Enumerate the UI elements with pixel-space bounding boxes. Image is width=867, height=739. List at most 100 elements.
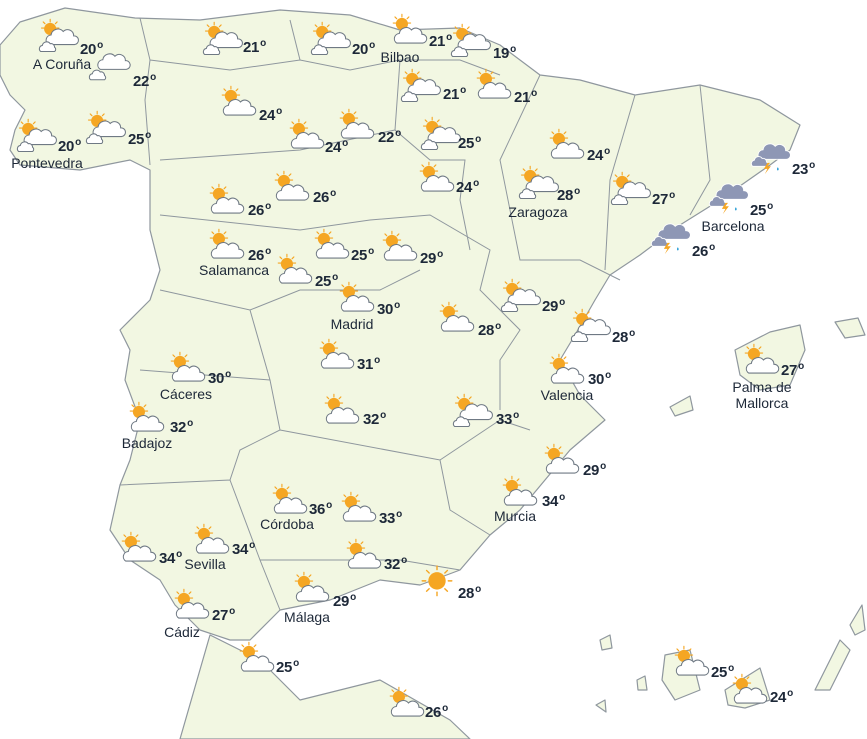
temperature-value: 30 [208,370,225,387]
city-label: Badajoz [121,435,173,451]
temperature-value: 20 [58,138,75,155]
temperature: 26o [692,242,715,260]
temperature-value: 33 [496,411,513,428]
temperature: 24o [456,178,479,196]
degree-symbol: o [225,369,231,380]
sun-cloud-icon [549,353,585,384]
temperature-value: 25 [315,273,332,290]
degree-symbol: o [629,328,635,339]
temperature-value: 28 [478,322,495,339]
city-label: Córdoba [260,516,314,532]
degree-symbol: o [342,138,348,149]
temperature-value: 24 [259,107,276,124]
degree-symbol: o [330,188,336,199]
temperature-value: 34 [159,550,176,567]
sun-cloud-icon [392,13,428,44]
temperature-value: 32 [363,411,380,428]
temperature-value: 32 [384,556,401,573]
sun-clouds-icon [202,21,243,56]
temperature: 25o [351,246,374,264]
temperature-value: 30 [377,301,394,318]
temperature: 21o [443,85,466,103]
temperature: 25o [128,130,151,148]
temperature: 20o [352,40,375,58]
city-label: Barcelona [701,218,765,234]
temperature: 24o [587,146,610,164]
sun-clouds-icon [310,21,351,56]
temperature-value: 29 [333,593,350,610]
sun-cloud-icon [174,588,210,619]
temperature-value: 21 [443,86,460,103]
sun-clouds-icon [420,116,461,151]
sun-cloud-icon [439,301,475,332]
degree-symbol: o [368,246,374,257]
storm-icon [708,183,749,215]
temperature: 24o [770,688,793,706]
degree-symbol: o [513,410,519,421]
sun-cloud-icon [289,118,325,149]
temperature-value: 27 [652,191,669,208]
city-label: Murcia [493,508,537,524]
temperature: 26o [248,201,271,219]
city-label: Zaragoza [508,204,568,220]
degree-symbol: o [787,688,793,699]
temperature: 25o [315,272,338,290]
sun-clouds-icon [452,393,493,428]
degree-symbol: o [604,146,610,157]
sun-cloud-icon [339,108,375,139]
degree-symbol: o [150,72,156,83]
temperature: 30o [588,370,611,388]
storm-icon [750,143,791,175]
temperature: 30o [377,300,400,318]
temperature: 34o [159,549,182,567]
temperature-value: 26 [248,202,265,219]
temperature: 25o [711,663,734,681]
degree-symbol: o [446,32,452,43]
temperature-value: 34 [232,541,249,558]
temperature-value: 32 [170,419,187,436]
temperature-value: 31 [357,356,374,373]
sun-cloud-icon [502,475,538,506]
temperature: 33o [496,410,519,428]
temperature-value: 22 [378,129,395,146]
degree-symbol: o [326,500,332,511]
degree-symbol: o [475,134,481,145]
degree-symbol: o [437,249,443,260]
sun-cloud-icon [346,538,382,569]
degree-symbol: o [709,242,715,253]
temperature: 19o [493,44,516,62]
sun-clouds-icon [518,165,559,200]
temperature: 30o [208,369,231,387]
temperature: 32o [170,418,193,436]
temperature: 21o [514,88,537,106]
degree-symbol: o [260,38,266,49]
sun-cloud-icon [239,641,275,672]
sun-cloud-icon [129,401,165,432]
sun-cloud-icon [294,571,330,602]
sun-cloud-icon [194,523,230,554]
temperature-value: 25 [458,135,475,152]
temperature-value: 24 [456,179,473,196]
degree-symbol: o [767,201,773,212]
degree-symbol: o [401,555,407,566]
degree-symbol: o [75,137,81,148]
temperature-value: 25 [351,247,368,264]
degree-symbol: o [600,461,606,472]
temperature-value: 25 [750,202,767,219]
sun-cloud-icon [324,393,360,424]
temperature-value: 25 [276,659,293,676]
degree-symbol: o [394,300,400,311]
temperature-value: 24 [325,139,342,156]
city-label: A Coruña [32,56,92,72]
temperature: 22o [133,72,156,90]
degree-symbol: o [798,361,804,372]
temperature: 27o [212,606,235,624]
sun-cloud-icon [419,161,455,192]
sun-clouds-icon [570,308,611,343]
degree-symbol: o [369,40,375,51]
sun-icon [421,565,453,597]
sun-cloud-icon [732,673,768,704]
degree-symbol: o [559,297,565,308]
city-label: Sevilla [184,556,226,572]
temperature: 25o [750,201,773,219]
